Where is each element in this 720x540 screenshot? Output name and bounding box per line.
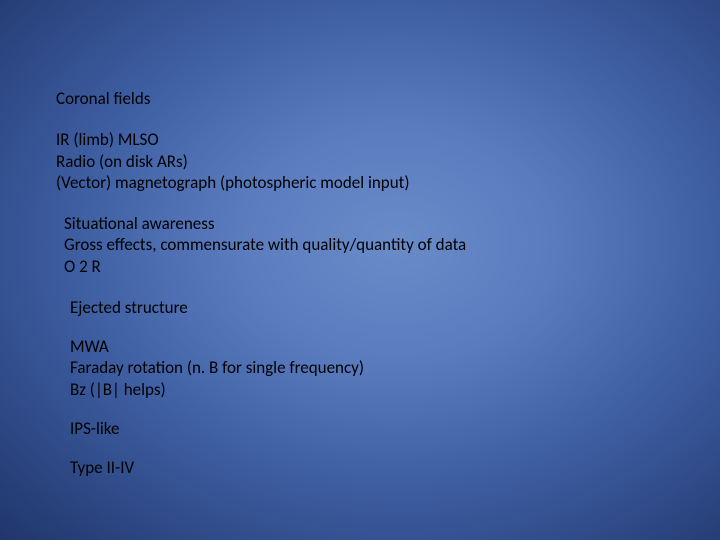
text-line: IR (limb) MLSO [56, 129, 656, 150]
text-line: O 2 R [64, 256, 656, 277]
text-line: Radio (on disk ARs) [56, 151, 656, 172]
block-situational: Situational awareness Gross effects, com… [64, 213, 656, 277]
slide-text-content: Coronal fields IR (limb) MLSO Radio (on … [56, 88, 656, 496]
block-mwa: MWA Faraday rotation (n. B for single fr… [70, 336, 656, 400]
block-type: Type II-IV [70, 457, 656, 478]
text-line: Coronal fields [56, 88, 656, 109]
block-ejected: Ejected structure [70, 297, 656, 318]
text-line: Situational awareness [64, 213, 656, 234]
text-line: Gross effects, commensurate with quality… [64, 234, 656, 255]
text-line: Bz (|B| helps) [70, 379, 656, 400]
text-line: (Vector) magnetograph (photospheric mode… [56, 172, 656, 193]
block-instruments: IR (limb) MLSO Radio (on disk ARs) (Vect… [56, 129, 656, 193]
text-line: Type II-IV [70, 457, 656, 478]
text-line: Ejected structure [70, 297, 656, 318]
text-line: MWA [70, 336, 656, 357]
block-ips: IPS-like [70, 418, 656, 439]
text-line: IPS-like [70, 418, 656, 439]
text-line: Faraday rotation (n. B for single freque… [70, 357, 656, 378]
block-coronal-fields: Coronal fields [56, 88, 656, 109]
